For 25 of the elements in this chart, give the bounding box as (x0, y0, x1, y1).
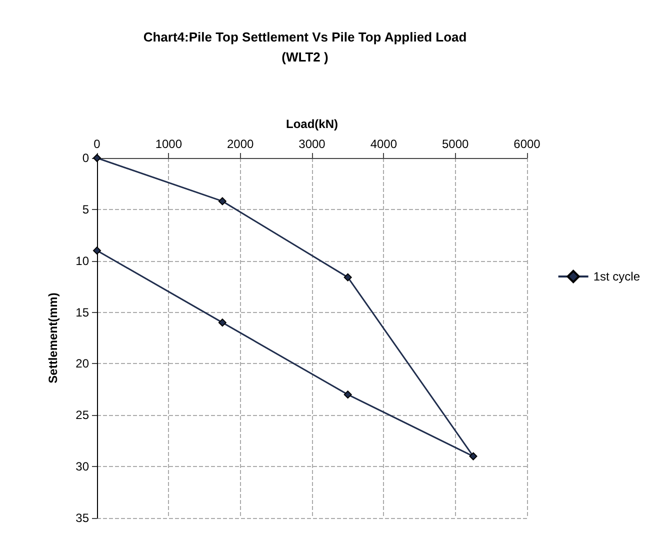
y-tick-label: 30 (76, 460, 90, 474)
y-tick-label: 10 (76, 254, 90, 268)
x-tick-label: 5000 (442, 137, 470, 151)
x-tick-label: 0 (94, 137, 101, 151)
y-tick-label: 20 (76, 356, 90, 371)
x-tick-label: 6000 (514, 137, 541, 151)
y-tick-label: 35 (76, 511, 90, 525)
x-axis-title: Load(kN) (286, 117, 338, 131)
point (344, 390, 352, 399)
point (344, 273, 352, 282)
y-tick-label: 0 (82, 151, 90, 165)
y-axis-title: Settlement(mm) (46, 292, 60, 384)
y-tick-label: 5 (82, 202, 90, 216)
y-tick-label: 15 (76, 305, 90, 320)
x-tick-label: 4000 (370, 137, 398, 151)
y-tick-label: 25 (76, 408, 90, 422)
point (93, 246, 101, 255)
chart-title: Chart4:Pile Top Settlement Vs Pile Top Applied Load (WLT2 ) (143, 30, 467, 64)
legend-label: 1st cycle (593, 270, 640, 284)
x-tick-label: 1000 (155, 137, 182, 151)
point (218, 318, 226, 327)
point (469, 452, 478, 460)
point (218, 197, 226, 206)
x-tick-label: 2000 (226, 137, 254, 151)
x-tick-label: 3000 (298, 137, 326, 151)
